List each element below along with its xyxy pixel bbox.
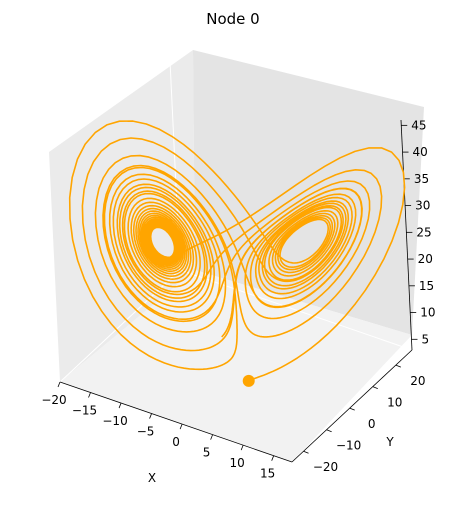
x-tick-mark xyxy=(210,434,214,440)
left-pane xyxy=(49,50,195,382)
x-tick-mark xyxy=(271,455,275,461)
z-axis-line xyxy=(400,119,413,351)
z-tick-label: 40 xyxy=(413,145,428,159)
x-tick-mark xyxy=(149,413,152,419)
y-tick-mark xyxy=(395,364,401,368)
x-tick-label: −20 xyxy=(41,393,66,407)
z-tick-label: 45 xyxy=(411,118,426,132)
x-tick-label: −5 xyxy=(137,425,155,439)
chart-title: Node 0 xyxy=(206,10,259,28)
x-tick-label: 5 xyxy=(203,446,211,460)
z-tick-label: 15 xyxy=(419,279,434,293)
y-tick-mark xyxy=(326,429,332,433)
x-tick-mark xyxy=(88,392,91,398)
x-tick-mark xyxy=(57,381,61,388)
x-tick-mark xyxy=(179,423,183,430)
pane-edge xyxy=(59,269,181,383)
x-tick-mark xyxy=(240,445,244,451)
axis-ticks: −20 −15 −10 −5 0 5 10 15 −20 −10 0 10 20 5 10 15 20 25 30 3… xyxy=(41,118,435,480)
y-tick-label: 0 xyxy=(368,417,376,431)
pane-edge xyxy=(179,269,413,351)
y-axis-line xyxy=(291,349,413,463)
x-tick-label: −10 xyxy=(102,414,127,428)
y-tick-label: 10 xyxy=(387,396,402,410)
y-tick-mark xyxy=(303,450,309,454)
right-pane xyxy=(193,50,424,335)
x-tick-label: 0 xyxy=(172,435,180,449)
y-tick-mark xyxy=(349,407,355,411)
z-tick-label: 25 xyxy=(416,225,431,239)
y-tick-label: −10 xyxy=(336,439,361,453)
start-marker xyxy=(242,374,255,387)
z-tick-label: 20 xyxy=(418,252,433,266)
axis-panes xyxy=(49,50,424,462)
x-axis-label: X xyxy=(148,471,156,485)
y-axis-label: Y xyxy=(385,435,394,449)
z-tick-label: 30 xyxy=(415,199,430,213)
y-tick-label: −20 xyxy=(313,460,338,474)
floor-pane xyxy=(60,270,412,462)
z-tick-label: 5 xyxy=(421,332,429,346)
x-tick-mark xyxy=(118,402,122,409)
y-tick-mark xyxy=(372,386,378,389)
z-tick-label: 35 xyxy=(414,172,429,186)
x-tick-label: 10 xyxy=(230,456,245,470)
x-tick-label: −15 xyxy=(72,404,97,418)
y-tick-label: 20 xyxy=(410,374,425,388)
x-tick-label: 15 xyxy=(260,467,275,481)
z-tick-label: 10 xyxy=(420,306,435,320)
x-axis-line xyxy=(59,381,293,463)
trajectory-line xyxy=(68,120,406,382)
